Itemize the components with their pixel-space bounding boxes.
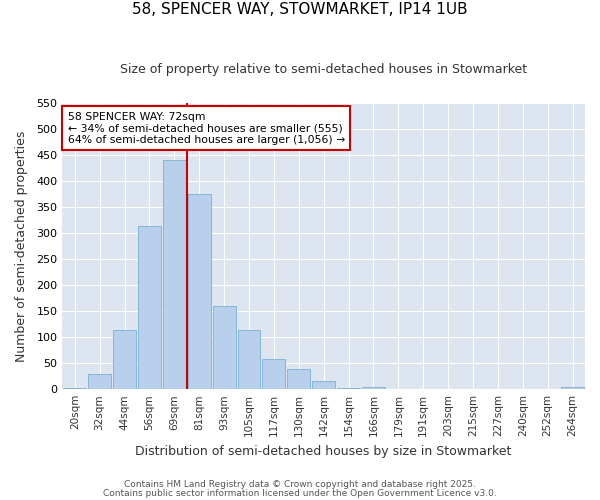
X-axis label: Distribution of semi-detached houses by size in Stowmarket: Distribution of semi-detached houses by …: [136, 444, 512, 458]
Y-axis label: Number of semi-detached properties: Number of semi-detached properties: [15, 130, 28, 362]
Bar: [337, 388, 360, 389]
Bar: [113, 330, 136, 389]
Bar: [163, 160, 186, 389]
Bar: [287, 370, 310, 389]
Bar: [262, 359, 286, 389]
Bar: [138, 226, 161, 389]
Text: 58, SPENCER WAY, STOWMARKET, IP14 1UB: 58, SPENCER WAY, STOWMARKET, IP14 1UB: [132, 2, 468, 18]
Bar: [188, 194, 211, 389]
Title: Size of property relative to semi-detached houses in Stowmarket: Size of property relative to semi-detach…: [120, 62, 527, 76]
Bar: [238, 330, 260, 389]
Bar: [362, 386, 385, 389]
Text: 58 SPENCER WAY: 72sqm
← 34% of semi-detached houses are smaller (555)
64% of sem: 58 SPENCER WAY: 72sqm ← 34% of semi-deta…: [68, 112, 345, 145]
Bar: [88, 374, 111, 389]
Text: Contains HM Land Registry data © Crown copyright and database right 2025.: Contains HM Land Registry data © Crown c…: [124, 480, 476, 489]
Text: Contains public sector information licensed under the Open Government Licence v3: Contains public sector information licen…: [103, 488, 497, 498]
Bar: [437, 388, 460, 389]
Bar: [312, 382, 335, 389]
Bar: [64, 388, 86, 389]
Bar: [561, 387, 584, 389]
Bar: [387, 388, 410, 389]
Bar: [212, 306, 236, 389]
